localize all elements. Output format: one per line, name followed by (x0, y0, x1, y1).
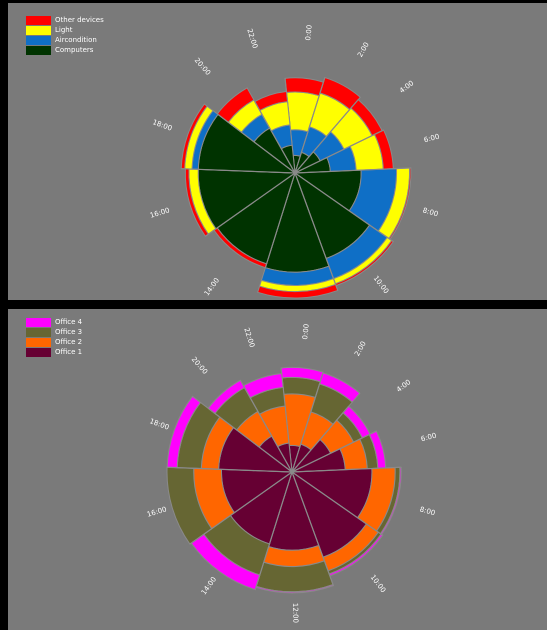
sector-divider (254, 471, 293, 590)
legend-item-light[interactable]: Light (26, 25, 104, 35)
bar-segment-office-4-18-00[interactable] (166, 395, 202, 469)
legend-item-aircondition[interactable]: Aircondition (26, 35, 104, 45)
tick-label-20-00: 20:00 (193, 56, 212, 76)
legend-label: Other devices (55, 15, 104, 24)
sector-divider (294, 172, 339, 291)
bar-segment-office-4-20-00[interactable] (207, 379, 246, 415)
sector-divider (205, 172, 296, 237)
legend-label: Aircondition (55, 35, 97, 44)
legend-label: Office 2 (55, 337, 83, 346)
tick-label-18-00: 18:00 (148, 417, 170, 431)
legend-item-office-2[interactable]: Office 2 (26, 337, 82, 347)
legend-swatch (26, 337, 51, 347)
legend-swatch (26, 347, 51, 357)
sector-divider (291, 471, 383, 536)
bar-segment-other-devices-18-00[interactable] (180, 103, 208, 170)
legend-swatch (26, 15, 51, 25)
sector-divider (291, 430, 377, 473)
tick-label-2-00: 2:00 (356, 41, 371, 59)
tick-label-14-00: 14:00 (200, 575, 218, 596)
tick-label-18-00: 18:00 (151, 118, 173, 132)
sector-divider (167, 466, 293, 473)
legend-item-office-4[interactable]: Office 4 (26, 317, 82, 327)
legend-swatch (26, 25, 51, 35)
legend-swatch (26, 317, 51, 327)
tick-label-6-00: 6:00 (423, 133, 440, 145)
panel-divider (0, 300, 547, 306)
tick-label-10-00: 10:00 (369, 573, 388, 594)
tick-label-22-00: 22:00 (245, 28, 259, 50)
sector-divider (294, 129, 384, 174)
tick-label-4-00: 4:00 (398, 79, 415, 95)
tick-label-12-00: 12:00 (294, 304, 302, 324)
legend-item-office-3[interactable]: Office 3 (26, 327, 82, 337)
legend-label: Computers (55, 45, 94, 54)
legend-label: Office 3 (55, 327, 83, 336)
tick-label-0-00: 0:00 (304, 24, 314, 40)
tick-label-14-00: 14:00 (203, 276, 221, 297)
bar-segment-other-devices-20-00[interactable] (216, 87, 255, 123)
tick-label-16-00: 16:00 (146, 505, 168, 518)
legend-label: Office 1 (55, 347, 83, 356)
legend: Other devices Light Aircondition Compute… (26, 15, 104, 55)
tick-label-20-00: 20:00 (190, 355, 209, 375)
tick-label-4-00: 4:00 (395, 378, 412, 394)
legend-item-computers[interactable]: Computers (26, 45, 104, 55)
sector-divider (291, 405, 350, 473)
radial-chart-0: 0:00 2:00 4:00 6:00 8:00 10:00 12:00 14:00 16:00… (149, 24, 440, 324)
tick-label-16-00: 16:00 (149, 206, 171, 219)
tick-label-12-00: 12:00 (291, 603, 299, 623)
tick-label-6-00: 6:00 (420, 432, 437, 444)
legend-swatch (26, 45, 51, 55)
legend-item-office-1[interactable]: Office 1 (26, 347, 82, 357)
tick-label-10-00: 10:00 (372, 274, 391, 295)
sector-divider (294, 99, 359, 174)
sector-divider (294, 172, 394, 243)
tick-label-22-00: 22:00 (242, 327, 256, 349)
legend-label: Light (55, 25, 73, 34)
sector-divider (291, 466, 402, 473)
legend-swatch (26, 327, 51, 337)
bar-segment-office-4-22-00[interactable] (242, 372, 284, 399)
tick-label-2-00: 2:00 (353, 340, 368, 358)
legend-swatch (26, 35, 51, 45)
tick-label-0-00: 0:00 (301, 323, 311, 339)
bar-segment-office-4-2-00[interactable] (318, 372, 361, 403)
sector-divider (294, 167, 411, 174)
sector-divider (264, 172, 296, 268)
sector-divider (254, 101, 296, 174)
bar-segment-other-devices-12-00[interactable] (257, 283, 339, 299)
sector-divider (181, 168, 296, 174)
legend-label: Office 4 (55, 317, 83, 326)
bar-segment-other-devices-22-00[interactable] (254, 90, 289, 112)
tick-label-8-00: 8:00 (419, 505, 436, 517)
legend: Office 4 Office 3 Office 2 Office 1 (26, 317, 82, 357)
sector-divider (291, 471, 334, 586)
tick-label-8-00: 8:00 (422, 206, 439, 218)
legend-item-other-devices[interactable]: Other devices (26, 15, 104, 25)
radial-chart-1: 0:00 2:00 4:00 6:00 8:00 10:00 12:00 14:00 16:00… (146, 323, 437, 623)
sector-divider (294, 77, 326, 174)
sector-divider (291, 372, 324, 473)
sector-divider (207, 407, 293, 473)
sector-divider (242, 385, 293, 473)
sector-divider (189, 471, 293, 545)
sector-divider (216, 113, 296, 174)
